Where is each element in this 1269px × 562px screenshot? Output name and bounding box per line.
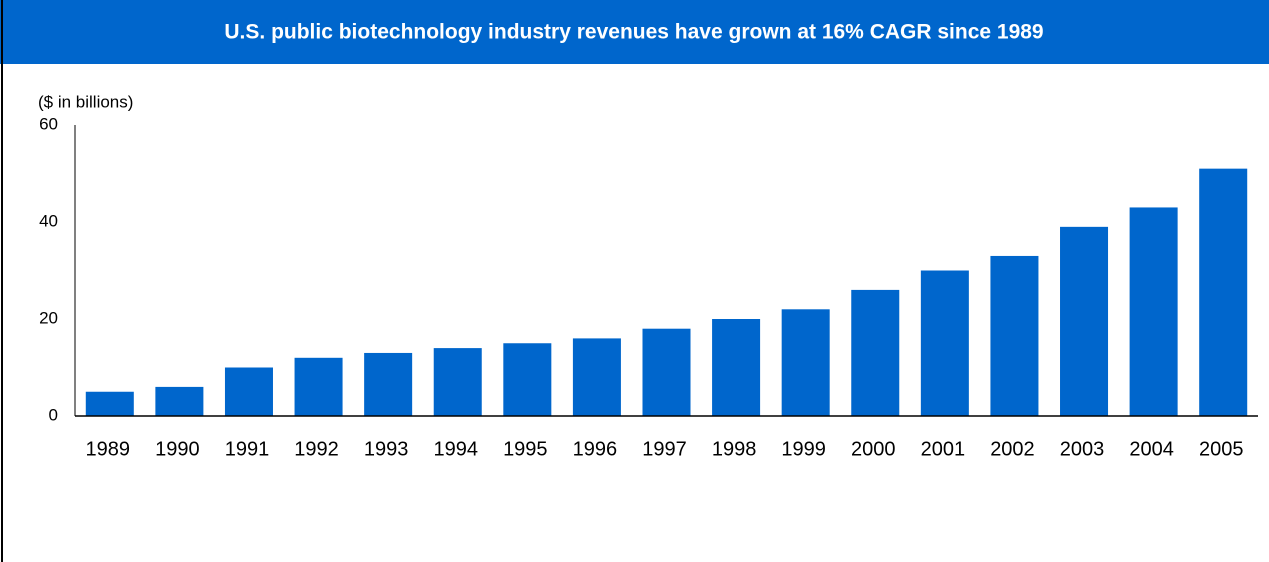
bar xyxy=(294,357,343,416)
chart-title: U.S. public biotechnology industry reven… xyxy=(224,21,1043,44)
x-tick-label: 2000 xyxy=(851,438,896,460)
x-tick-label: 1990 xyxy=(155,438,200,460)
x-tick-label: 1997 xyxy=(642,438,687,460)
y-tick-label: 60 xyxy=(39,114,58,133)
bar xyxy=(572,338,621,416)
bar xyxy=(364,352,413,416)
x-tick-label: 1999 xyxy=(781,438,826,460)
title-bar xyxy=(0,0,1269,64)
bar xyxy=(503,343,552,416)
x-tick-label: 1998 xyxy=(712,438,757,460)
x-tick-label: 1991 xyxy=(225,438,270,460)
y-tick-label: 40 xyxy=(39,211,58,230)
y-tick-label: 0 xyxy=(49,405,58,424)
bar xyxy=(433,348,482,416)
x-tick-label: 2005 xyxy=(1199,438,1244,460)
bar xyxy=(781,309,830,416)
y-axis-label: ($ in billions) xyxy=(38,92,133,111)
x-tick-label: 1996 xyxy=(573,438,618,460)
y-tick-label: 20 xyxy=(39,308,58,327)
x-tick-label: 2003 xyxy=(1060,438,1105,460)
bar xyxy=(920,270,969,416)
x-tick-label: 2002 xyxy=(990,438,1035,460)
x-tick-label: 2004 xyxy=(1129,438,1174,460)
bar xyxy=(990,255,1039,416)
bar xyxy=(155,386,204,416)
x-tick-label: 1995 xyxy=(503,438,548,460)
x-tick-label: 1989 xyxy=(86,438,131,460)
bar xyxy=(642,328,691,416)
bar xyxy=(712,319,761,416)
bar xyxy=(851,289,900,416)
bar xyxy=(224,367,273,416)
bar xyxy=(1060,226,1109,416)
bar xyxy=(1129,207,1178,416)
x-tick-label: 2001 xyxy=(921,438,966,460)
x-tick-label: 1994 xyxy=(433,438,478,460)
bar xyxy=(1199,168,1248,416)
bar xyxy=(85,391,134,416)
x-tick-label: 1993 xyxy=(364,438,409,460)
x-tick-label: 1992 xyxy=(294,438,339,460)
